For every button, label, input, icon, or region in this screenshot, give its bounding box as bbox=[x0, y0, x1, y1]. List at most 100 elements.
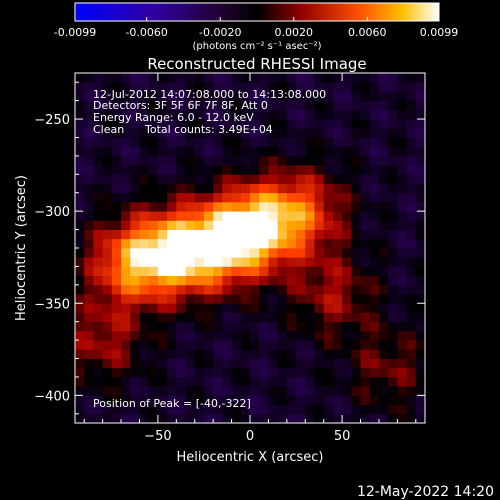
heatmap-cell bbox=[194, 367, 205, 378]
heatmap-cell bbox=[323, 284, 334, 295]
heatmap-cell bbox=[268, 303, 279, 313]
heatmap-cell bbox=[148, 238, 159, 249]
heatmap-cell bbox=[360, 229, 371, 240]
heatmap-cell bbox=[222, 257, 232, 267]
heatmap-cell bbox=[84, 165, 94, 175]
heatmap-cell bbox=[121, 238, 131, 249]
heatmap-cell bbox=[240, 109, 251, 120]
heatmap-cell bbox=[397, 119, 407, 129]
heatmap-cell bbox=[111, 211, 122, 221]
heatmap-cell bbox=[157, 330, 168, 341]
heatmap-cell bbox=[102, 404, 113, 415]
heatmap-cell bbox=[222, 367, 232, 378]
heatmap-cells bbox=[75, 73, 426, 424]
heatmap-cell bbox=[93, 165, 104, 175]
heatmap-cell bbox=[167, 165, 177, 175]
heatmap-cell bbox=[286, 266, 297, 277]
heatmap-cell bbox=[157, 248, 168, 258]
heatmap-cell bbox=[296, 220, 306, 230]
heatmap-cell bbox=[157, 349, 168, 359]
heatmap-cell bbox=[415, 137, 426, 148]
heatmap-cell bbox=[167, 146, 177, 157]
heatmap-cell bbox=[250, 220, 260, 230]
heatmap-cell bbox=[415, 376, 426, 387]
heatmap-cell bbox=[268, 257, 279, 267]
heatmap-cell bbox=[130, 91, 140, 102]
heatmap-cell bbox=[102, 100, 113, 111]
heatmap-cell bbox=[323, 248, 334, 258]
heatmap-cell bbox=[369, 395, 380, 405]
heatmap-cell bbox=[203, 404, 214, 415]
heatmap-cell bbox=[323, 137, 334, 148]
heatmap-cell bbox=[378, 183, 389, 194]
heatmap-cell bbox=[121, 321, 131, 332]
heatmap-cell bbox=[176, 229, 186, 240]
heatmap-cell bbox=[121, 330, 131, 341]
heatmap-cell bbox=[323, 91, 334, 102]
heatmap-cell bbox=[111, 404, 122, 415]
heatmap-cell bbox=[203, 340, 214, 350]
heatmap-cell bbox=[378, 201, 389, 212]
heatmap-cell bbox=[213, 266, 223, 277]
heatmap-cell bbox=[194, 155, 205, 166]
heatmap-cell bbox=[84, 349, 94, 359]
heatmap-cell bbox=[259, 146, 269, 157]
heatmap-cell bbox=[203, 119, 214, 129]
heatmap-cell bbox=[185, 165, 196, 175]
heatmap-cell bbox=[388, 165, 398, 175]
heatmap-cell bbox=[203, 183, 214, 194]
heatmap-cell bbox=[148, 395, 159, 405]
heatmap-cell bbox=[240, 229, 251, 240]
heatmap-cell bbox=[231, 174, 242, 184]
heatmap-cell bbox=[148, 294, 159, 304]
heatmap-cell bbox=[231, 73, 242, 83]
heatmap-cell bbox=[314, 312, 325, 323]
heatmap-cell bbox=[286, 165, 297, 175]
heatmap-cell bbox=[351, 386, 361, 396]
heatmap-cell bbox=[250, 248, 260, 258]
heatmap-cell bbox=[231, 119, 242, 129]
heatmap-cell bbox=[231, 257, 242, 267]
heatmap-cell bbox=[406, 367, 417, 378]
heatmap-cell bbox=[332, 165, 343, 175]
heatmap-cell bbox=[130, 238, 140, 249]
heatmap-cell bbox=[351, 395, 361, 405]
heatmap-cell bbox=[277, 229, 288, 240]
heatmap-cell bbox=[332, 229, 343, 240]
heatmap-cell bbox=[93, 211, 104, 221]
heatmap-cell bbox=[305, 312, 315, 323]
heatmap-cell bbox=[194, 376, 205, 387]
heatmap-cell bbox=[323, 73, 334, 83]
heatmap-cell bbox=[332, 137, 343, 148]
heatmap-cell bbox=[185, 128, 196, 138]
heatmap-cell bbox=[222, 146, 232, 157]
heatmap-cell bbox=[259, 358, 269, 369]
heatmap-cell bbox=[93, 275, 104, 286]
heatmap-cell bbox=[415, 82, 426, 92]
heatmap-cell bbox=[378, 257, 389, 267]
heatmap-cell bbox=[121, 100, 131, 111]
heatmap-cell bbox=[194, 183, 205, 194]
heatmap-cell bbox=[194, 238, 205, 249]
heatmap-cell bbox=[148, 201, 159, 212]
heatmap-cell bbox=[167, 395, 177, 405]
heatmap-cell bbox=[213, 91, 223, 102]
heatmap-cell bbox=[176, 82, 186, 92]
heatmap-cell bbox=[268, 82, 279, 92]
heatmap-cell bbox=[369, 73, 380, 83]
heatmap-cell bbox=[250, 349, 260, 359]
heatmap-cell bbox=[277, 303, 288, 313]
heatmap-cell bbox=[314, 174, 325, 184]
heatmap-cell bbox=[397, 257, 407, 267]
heatmap-cell bbox=[314, 266, 325, 277]
heatmap-cell bbox=[286, 174, 297, 184]
heatmap-cell bbox=[139, 303, 150, 313]
heatmap-cell bbox=[360, 303, 371, 313]
heatmap-cell bbox=[93, 109, 104, 120]
heatmap-cell bbox=[121, 73, 131, 83]
heatmap-cell bbox=[185, 248, 196, 258]
heatmap-cell bbox=[93, 312, 104, 323]
heatmap-cell bbox=[139, 137, 150, 148]
heatmap-cell bbox=[240, 386, 251, 396]
heatmap-cell bbox=[111, 376, 122, 387]
